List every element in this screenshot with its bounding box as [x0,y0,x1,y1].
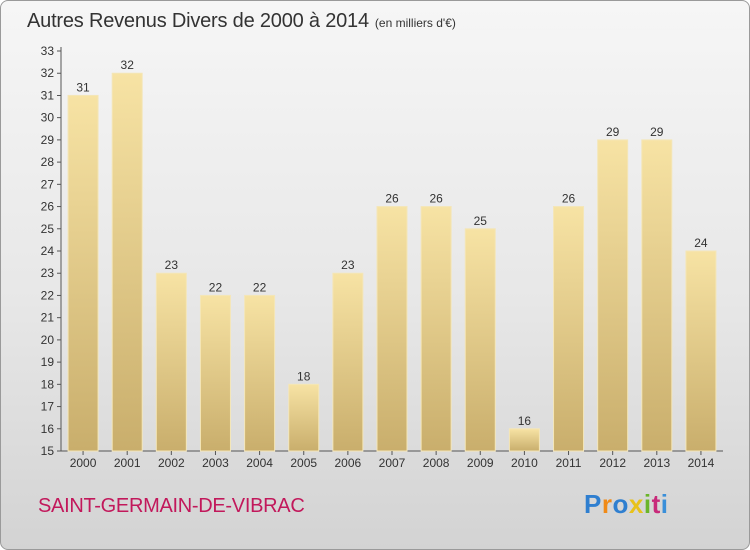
chart-title-text: Autres Revenus Divers de 2000 à 2014 [27,10,369,32]
y-tick-label: 29 [41,133,55,147]
x-tick-label: 2012 [599,456,626,470]
data-label: 18 [297,369,311,383]
y-tick-label: 17 [41,400,55,414]
bar [641,139,673,452]
y-tick-label: 30 [41,111,55,125]
data-label: 16 [518,414,532,428]
x-tick-label: 2001 [114,456,141,470]
x-tick-label: 2004 [246,456,273,470]
logo-letter: i [643,489,652,519]
chart-unit: (en milliers d'€) [374,16,456,30]
logo-letter: i [660,489,669,519]
bar [67,94,99,452]
y-tick-label: 16 [41,422,55,436]
y-tick-label: 22 [41,288,55,302]
y-tick-label: 31 [41,88,55,102]
y-tick-label: 15 [41,444,55,458]
logo-letter: P [584,489,602,519]
bar [464,228,496,452]
x-tick-label: 2002 [158,456,185,470]
chart-title: Autres Revenus Divers de 2000 à 2014 (en … [27,10,456,33]
data-label: 29 [650,125,664,139]
data-label: 25 [474,214,488,228]
data-label: 22 [253,280,267,294]
x-tick-label: 2000 [70,456,97,470]
data-label: 26 [562,192,576,206]
data-label: 23 [341,258,355,272]
logo-letter: x [628,489,644,519]
bar [199,294,231,452]
y-tick-label: 18 [41,377,55,391]
y-tick-label: 27 [41,177,55,191]
logo-letter: o [612,489,629,519]
data-label: 22 [209,280,223,294]
x-tick-label: 2003 [202,456,229,470]
x-tick-label: 2010 [511,456,538,470]
x-tick-label: 2005 [290,456,317,470]
data-label: 24 [694,236,708,250]
y-tick-label: 26 [41,200,55,214]
x-tick-label: 2006 [335,456,362,470]
y-tick-label: 19 [41,355,55,369]
logo-letter: t [651,489,661,519]
y-tick-label: 28 [41,155,55,169]
data-label: 26 [385,192,399,206]
y-tick-label: 25 [41,222,55,236]
bar [244,294,276,452]
data-label: 32 [121,58,135,72]
bar [111,72,143,452]
x-tick-label: 2009 [467,456,494,470]
y-tick-label: 24 [41,244,55,258]
x-tick-label: 2013 [643,456,670,470]
y-tick-label: 23 [41,266,55,280]
data-label: 26 [429,192,443,206]
bar [508,428,540,452]
data-label: 31 [76,80,90,94]
bar [685,250,717,452]
x-tick-label: 2007 [379,456,406,470]
commune-name: SAINT-GERMAIN-DE-VIBRAC [38,495,305,517]
bar [332,272,364,452]
x-tick-label: 2008 [423,456,450,470]
y-tick-label: 21 [41,311,55,325]
y-tick-label: 32 [41,66,55,80]
y-tick-label: 33 [41,44,55,58]
x-tick-label: 2014 [688,456,715,470]
bar [376,206,408,452]
bar [155,272,187,452]
proxiti-logo: Proxiti [584,489,668,520]
y-tick-label: 20 [41,333,55,347]
bar [288,383,320,452]
bar [420,206,452,452]
data-label: 29 [606,125,620,139]
data-label: 23 [165,258,179,272]
bar [553,206,585,452]
logo-letter: r [601,489,613,519]
x-tick-label: 2011 [556,456,582,470]
bar [597,139,629,452]
